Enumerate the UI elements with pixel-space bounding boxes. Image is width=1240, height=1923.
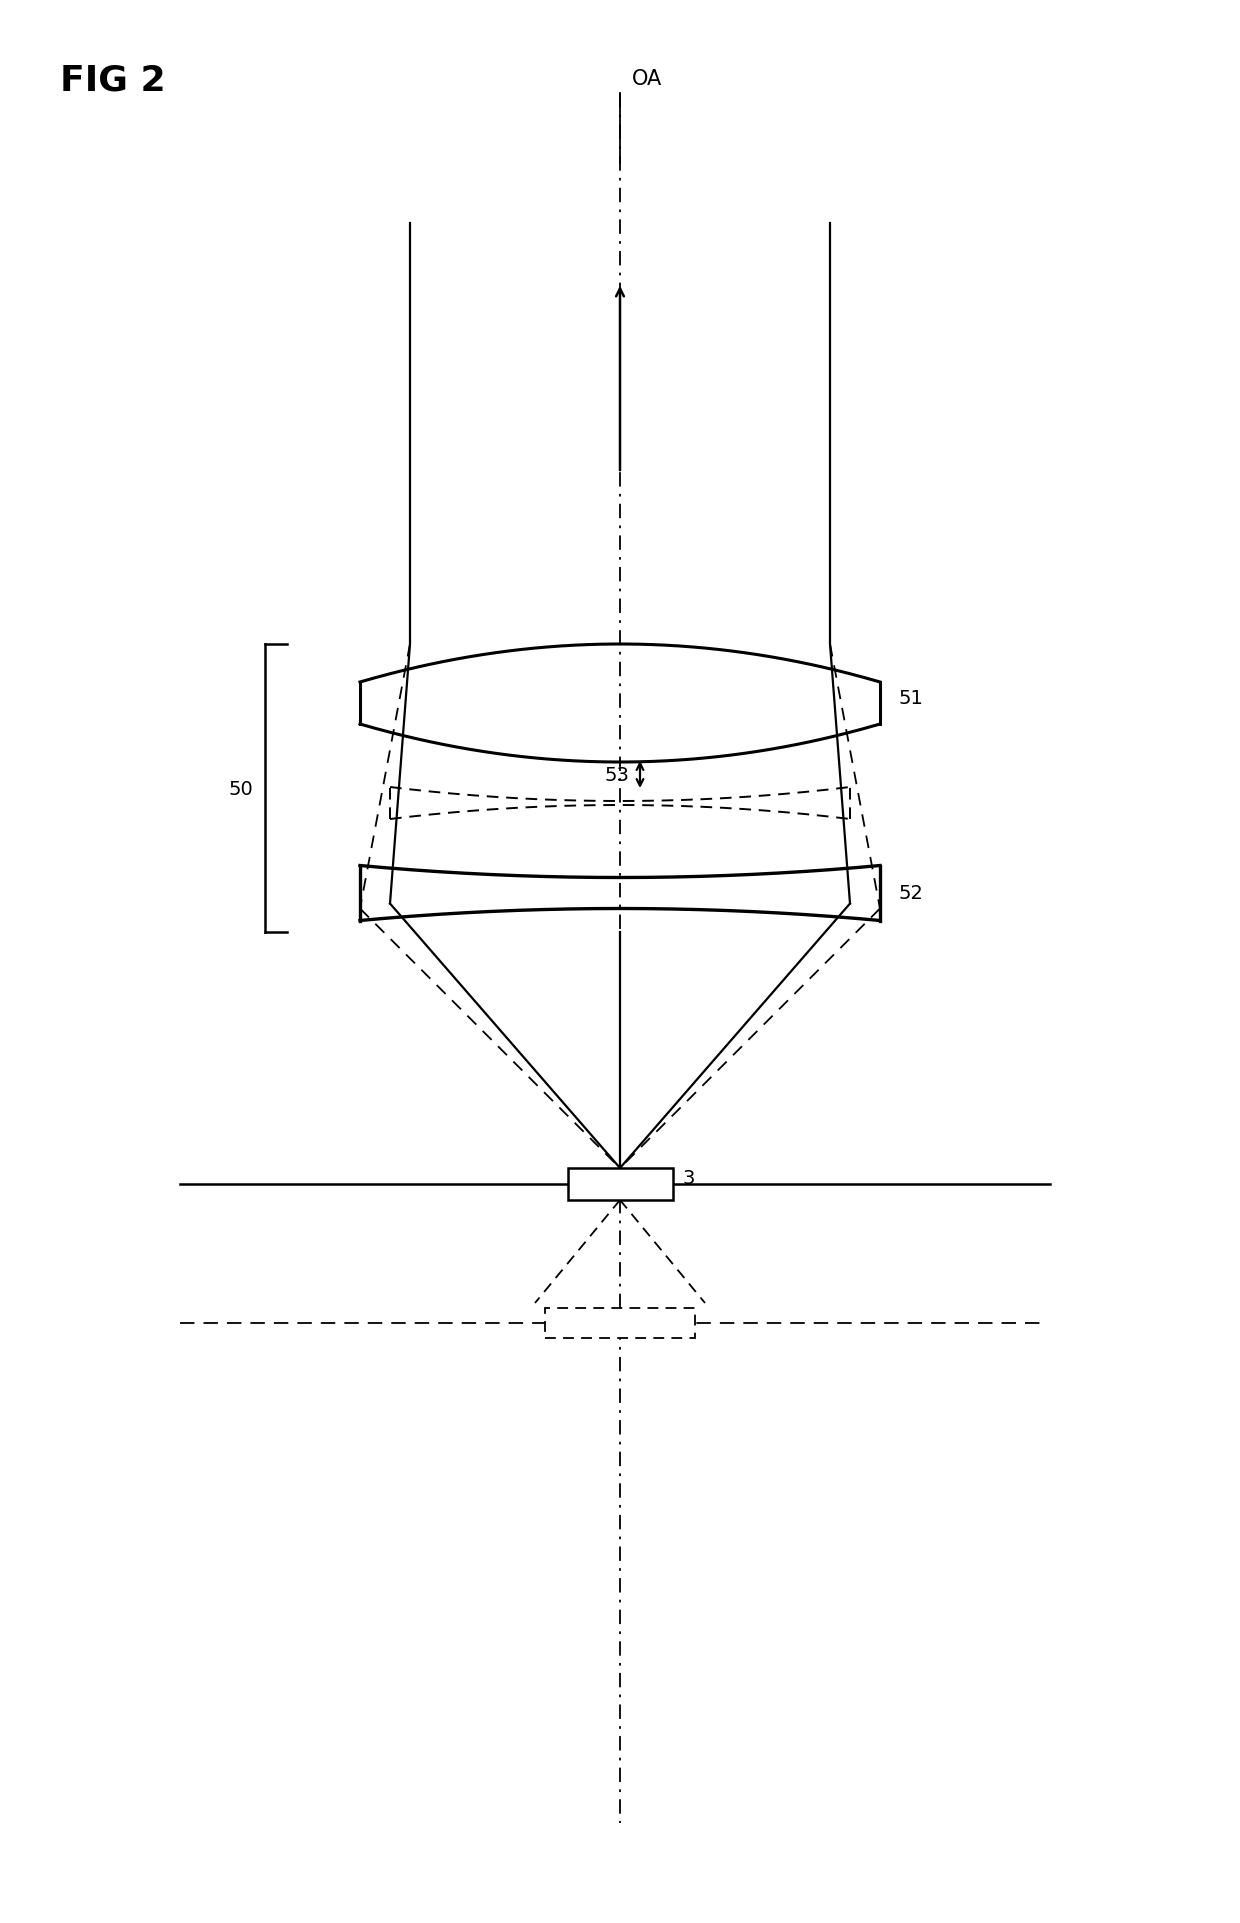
Text: 51: 51 xyxy=(898,688,923,708)
Text: 3: 3 xyxy=(682,1169,694,1188)
Bar xyxy=(546,1308,694,1338)
Text: 50: 50 xyxy=(228,779,253,798)
Bar xyxy=(568,1169,672,1200)
Text: FIG 2: FIG 2 xyxy=(60,63,166,98)
Text: 52: 52 xyxy=(898,885,923,904)
Text: OA: OA xyxy=(632,69,662,88)
Text: 53: 53 xyxy=(605,765,630,785)
